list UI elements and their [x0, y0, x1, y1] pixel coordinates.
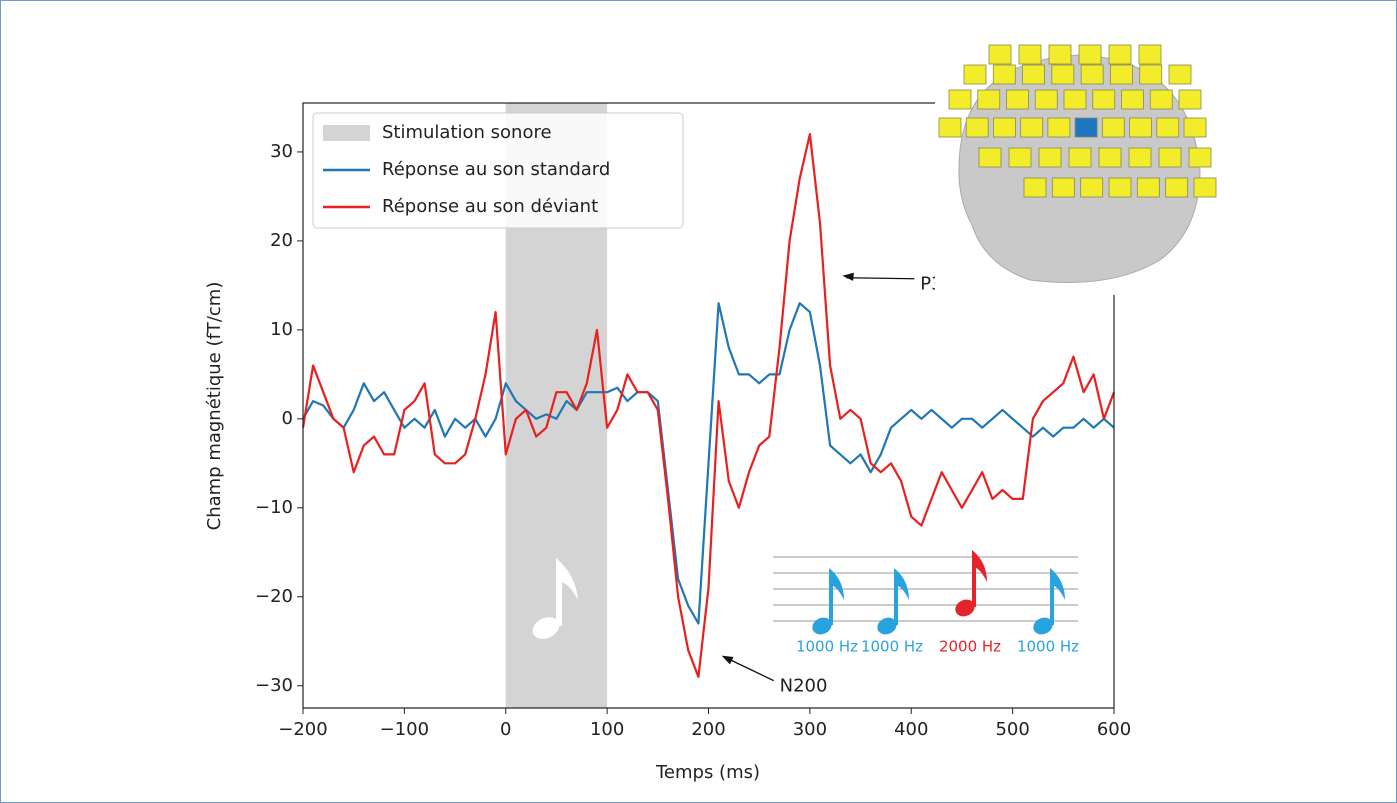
sensor — [1139, 45, 1161, 64]
sensor — [1109, 45, 1131, 64]
y-tick-label: −30 — [255, 675, 293, 696]
x-tick-label: 500 — [995, 719, 1029, 740]
sensor — [1169, 65, 1191, 84]
sensor — [964, 65, 986, 84]
sensor — [1157, 118, 1179, 137]
sensor — [1130, 118, 1152, 137]
x-tick-label: −100 — [380, 719, 429, 740]
head — [959, 55, 1200, 283]
legend-swatch — [323, 125, 370, 141]
meg-helmet — [935, 40, 1216, 295]
y-tick-label: −20 — [255, 586, 293, 607]
sensor — [1039, 148, 1061, 167]
sensor — [1194, 178, 1216, 197]
x-tick-label: −200 — [278, 719, 327, 740]
sensor — [978, 90, 1000, 109]
sensor — [1129, 148, 1151, 167]
note-label: 1000 Hz — [1017, 638, 1079, 656]
note-label: 1000 Hz — [796, 638, 858, 656]
sensor — [1166, 178, 1188, 197]
sensor — [949, 90, 971, 109]
sensor — [1099, 148, 1121, 167]
sensor — [1110, 65, 1132, 84]
sensor — [966, 118, 988, 137]
note-label: 1000 Hz — [861, 638, 923, 656]
annotation-label: N200 — [780, 676, 828, 697]
x-tick-label: 0 — [500, 719, 511, 740]
sensor — [939, 118, 961, 137]
sensor — [1159, 148, 1181, 167]
x-tick-label: 200 — [691, 719, 725, 740]
x-tick-label: 100 — [590, 719, 624, 740]
x-tick-label: 600 — [1097, 719, 1131, 740]
sensor — [1122, 90, 1144, 109]
sensor — [1109, 178, 1131, 197]
sensor — [989, 45, 1011, 64]
legend-label: Réponse au son standard — [382, 159, 610, 180]
sensor — [1189, 148, 1211, 167]
sensor — [1075, 118, 1097, 137]
sensor — [1081, 178, 1103, 197]
sensor — [1081, 65, 1103, 84]
sensor — [1048, 118, 1070, 137]
sensor — [1007, 90, 1029, 109]
sensor — [1150, 90, 1172, 109]
y-tick-label: 20 — [270, 230, 293, 251]
sensor — [1052, 65, 1074, 84]
sensor — [1052, 178, 1074, 197]
sensor — [1140, 65, 1162, 84]
sensor — [1009, 148, 1031, 167]
x-tick-label: 400 — [894, 719, 928, 740]
x-tick-label: 300 — [793, 719, 827, 740]
sensor — [1049, 45, 1071, 64]
sensor — [1184, 118, 1206, 137]
sensor — [1035, 90, 1057, 109]
sensor — [1179, 90, 1201, 109]
sensor — [1093, 90, 1115, 109]
legend-label: Stimulation sonore — [382, 122, 552, 143]
figure: −200−1000100200300400500600−30−20−100102… — [0, 0, 1397, 803]
y-tick-label: −10 — [255, 497, 293, 518]
sensor — [1064, 90, 1086, 109]
sensor — [979, 148, 1001, 167]
x-axis-label: Temps (ms) — [655, 762, 760, 783]
sensor — [1021, 118, 1043, 137]
y-tick-label: 10 — [270, 319, 293, 340]
sensor — [1102, 118, 1124, 137]
legend-label: Réponse au son déviant — [382, 196, 598, 217]
y-tick-label: 30 — [270, 141, 293, 162]
sensor — [993, 118, 1015, 137]
legend: Stimulation sonore Réponse au son standar… — [313, 113, 683, 228]
y-tick-label: 0 — [282, 408, 293, 429]
sensor — [993, 65, 1015, 84]
y-axis-label: Champ magnétique (fT/cm) — [204, 282, 225, 531]
sensor — [1023, 65, 1045, 84]
sensor — [1069, 148, 1091, 167]
sensor — [1019, 45, 1041, 64]
sensor — [1079, 45, 1101, 64]
sensor — [1024, 178, 1046, 197]
note-label: 2000 Hz — [939, 638, 1001, 656]
sensor — [1137, 178, 1159, 197]
